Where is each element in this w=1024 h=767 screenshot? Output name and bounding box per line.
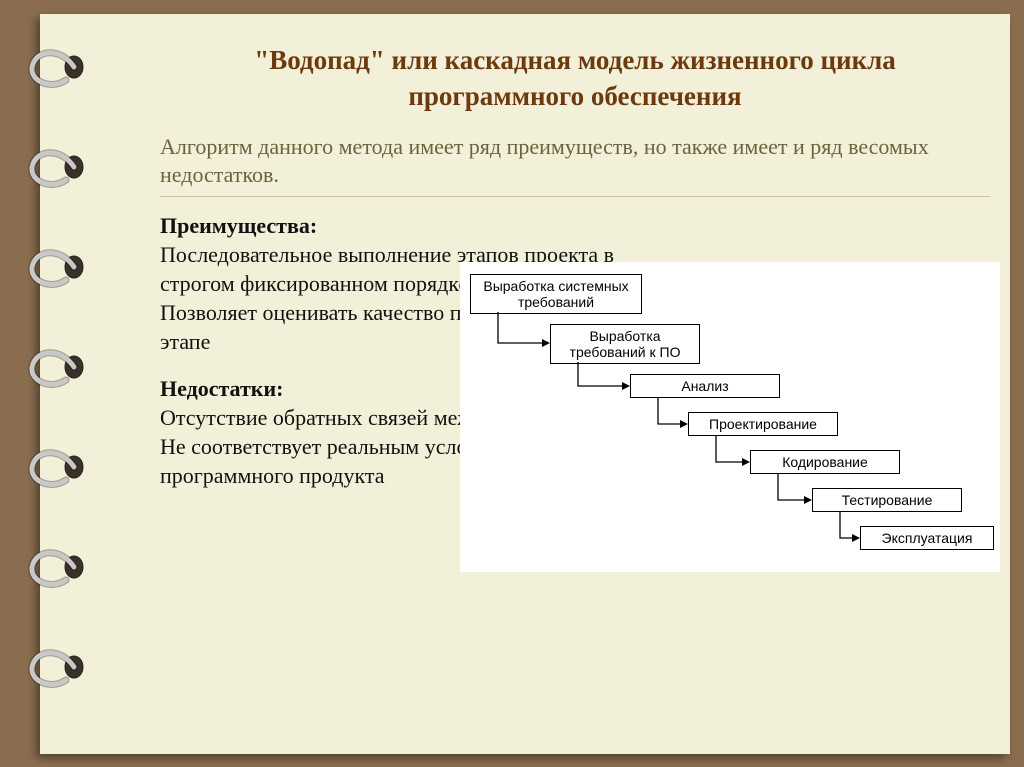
binder-ring [22, 140, 92, 194]
binder-ring [22, 540, 92, 594]
advantages-heading: Преимущества: [160, 213, 317, 238]
binder-ring [22, 440, 92, 494]
slide-title: "Водопад" или каскадная модель жизненног… [160, 42, 990, 115]
waterfall-diagram: Выработка системных требованийВыработка … [460, 262, 1000, 572]
spiral-binding [22, 0, 112, 767]
binder-ring [22, 40, 92, 94]
disadvantages-heading: Недостатки: [160, 376, 283, 401]
diagram-arrow [460, 262, 1000, 577]
binder-ring [22, 340, 92, 394]
slide-subtitle: Алгоритм данного метода имеет ряд преиму… [160, 133, 990, 197]
binder-ring [22, 240, 92, 294]
binder-ring [22, 640, 92, 694]
slide-page: "Водопад" или каскадная модель жизненног… [40, 14, 1010, 754]
